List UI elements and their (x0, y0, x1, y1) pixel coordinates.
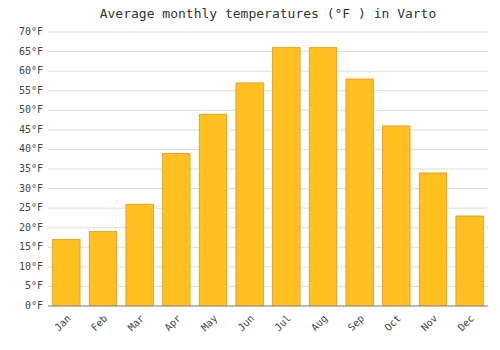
grid-line (48, 129, 488, 130)
grid-line (48, 51, 488, 52)
grid-line (48, 71, 488, 72)
x-tick-label: Sep (346, 313, 367, 334)
bar (236, 83, 264, 306)
y-tick-label: 65°F (19, 46, 43, 57)
bar (199, 114, 227, 306)
bar (126, 204, 153, 306)
grid-line (48, 169, 488, 170)
grid-line (48, 32, 488, 33)
y-tick-label: 35°F (19, 163, 43, 174)
x-tick-label: Oct (382, 313, 403, 334)
bar (419, 173, 447, 306)
x-tick-label: Nov (419, 313, 440, 334)
bar (309, 48, 337, 306)
bar (273, 48, 301, 306)
bar (163, 153, 191, 306)
y-tick-label: 60°F (19, 65, 43, 76)
y-tick-label: 55°F (19, 85, 43, 96)
chart: Average monthly temperatures (°F ) in Va… (0, 0, 500, 350)
bar (456, 216, 484, 306)
x-tick-label: Jan (52, 313, 73, 334)
y-tick-label: 20°F (19, 222, 43, 233)
title: Average monthly temperatures (°F ) in Va… (100, 6, 437, 21)
y-axis: 0°F 5°F 10°F 15°F 20°F 25°F 30°F 35°F 40°F 45°F 50… (19, 26, 488, 311)
y-tick-label: 30°F (19, 183, 43, 194)
x-tick-label: Jul (272, 313, 293, 334)
bar (346, 79, 374, 306)
bar (53, 239, 80, 306)
bars (53, 48, 484, 306)
y-tick-label: 10°F (19, 261, 43, 272)
grid-line (48, 306, 488, 307)
y-tick-label: 15°F (19, 241, 43, 252)
y-tick-label: 70°F (19, 26, 43, 37)
x-tick-label: Mar (126, 313, 147, 334)
grid-line (48, 90, 488, 91)
x-tick-label: Dec (456, 313, 477, 334)
x-tick-label: May (199, 313, 220, 334)
x-tick-label: Apr (162, 313, 183, 334)
bar (89, 232, 117, 306)
grid-line (48, 110, 488, 111)
bar (383, 126, 411, 306)
x-axis: Jan Feb Mar Apr May Jun Jul Aug Sep Oct Nov Dec (48, 306, 488, 333)
y-tick-label: 0°F (25, 300, 43, 311)
y-tick-label: 25°F (19, 202, 43, 213)
x-tick-label: Jun (236, 313, 257, 334)
x-tick-label: Aug (309, 313, 330, 334)
y-tick-label: 5°F (25, 280, 43, 291)
x-tick-label: Feb (89, 313, 110, 334)
y-tick-label: 50°F (19, 104, 43, 115)
x-axis-line (48, 306, 488, 307)
y-tick-label: 40°F (19, 143, 43, 154)
grid-line (48, 149, 488, 150)
y-tick-label: 45°F (19, 124, 43, 135)
